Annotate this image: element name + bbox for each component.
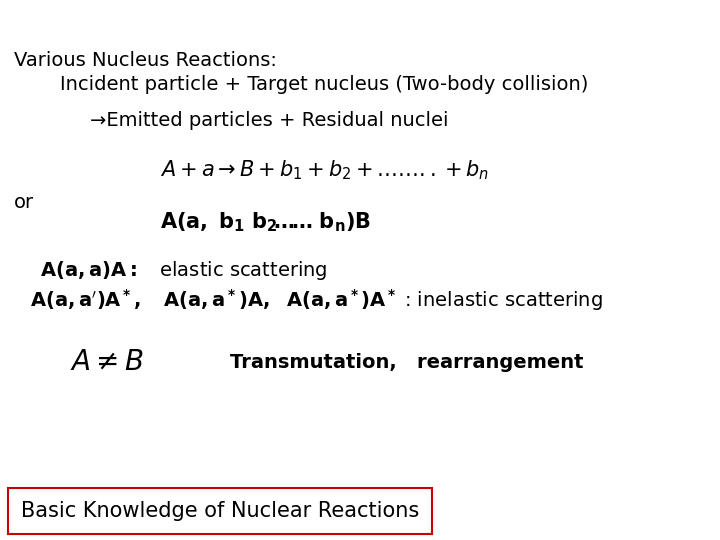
FancyBboxPatch shape [8,488,432,534]
Text: $A \neq B$: $A \neq B$ [70,348,144,376]
Text: $A + a \rightarrow B + b_1 + b_2 + \ldots\ldots.. + b_n$: $A + a \rightarrow B + b_1 + b_2 + \ldot… [160,158,489,182]
Text: $\mathbf{A(a,\ b_1\ b_2\!\ldots\!\ldots\ b_n)B}$: $\mathbf{A(a,\ b_1\ b_2\!\ldots\!\ldots\… [160,210,371,234]
Text: $\mathbf{A(a,a')A^*,\ \ \ A(a,a^*)A,\ \ A(a,a^*)A^*}$ : inelastic scattering: $\mathbf{A(a,a')A^*,\ \ \ A(a,a^*)A,\ \ … [30,287,603,313]
Text: $\mathbf{A(a,a)A:}$   elastic scattering: $\mathbf{A(a,a)A:}$ elastic scattering [40,259,328,281]
Text: or: or [14,193,34,213]
Text: Various Nucleus Reactions:: Various Nucleus Reactions: [14,51,277,70]
Text: Transmutation,   rearrangement: Transmutation, rearrangement [230,353,583,372]
Text: →Emitted particles + Residual nuclei: →Emitted particles + Residual nuclei [90,111,449,130]
Text: Basic Knowledge of Nuclear Reactions: Basic Knowledge of Nuclear Reactions [21,501,419,521]
Text: Incident particle + Target nucleus (Two-body collision): Incident particle + Target nucleus (Two-… [60,76,588,94]
